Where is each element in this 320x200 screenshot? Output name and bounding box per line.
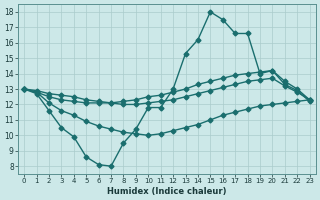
X-axis label: Humidex (Indice chaleur): Humidex (Indice chaleur) xyxy=(107,187,227,196)
